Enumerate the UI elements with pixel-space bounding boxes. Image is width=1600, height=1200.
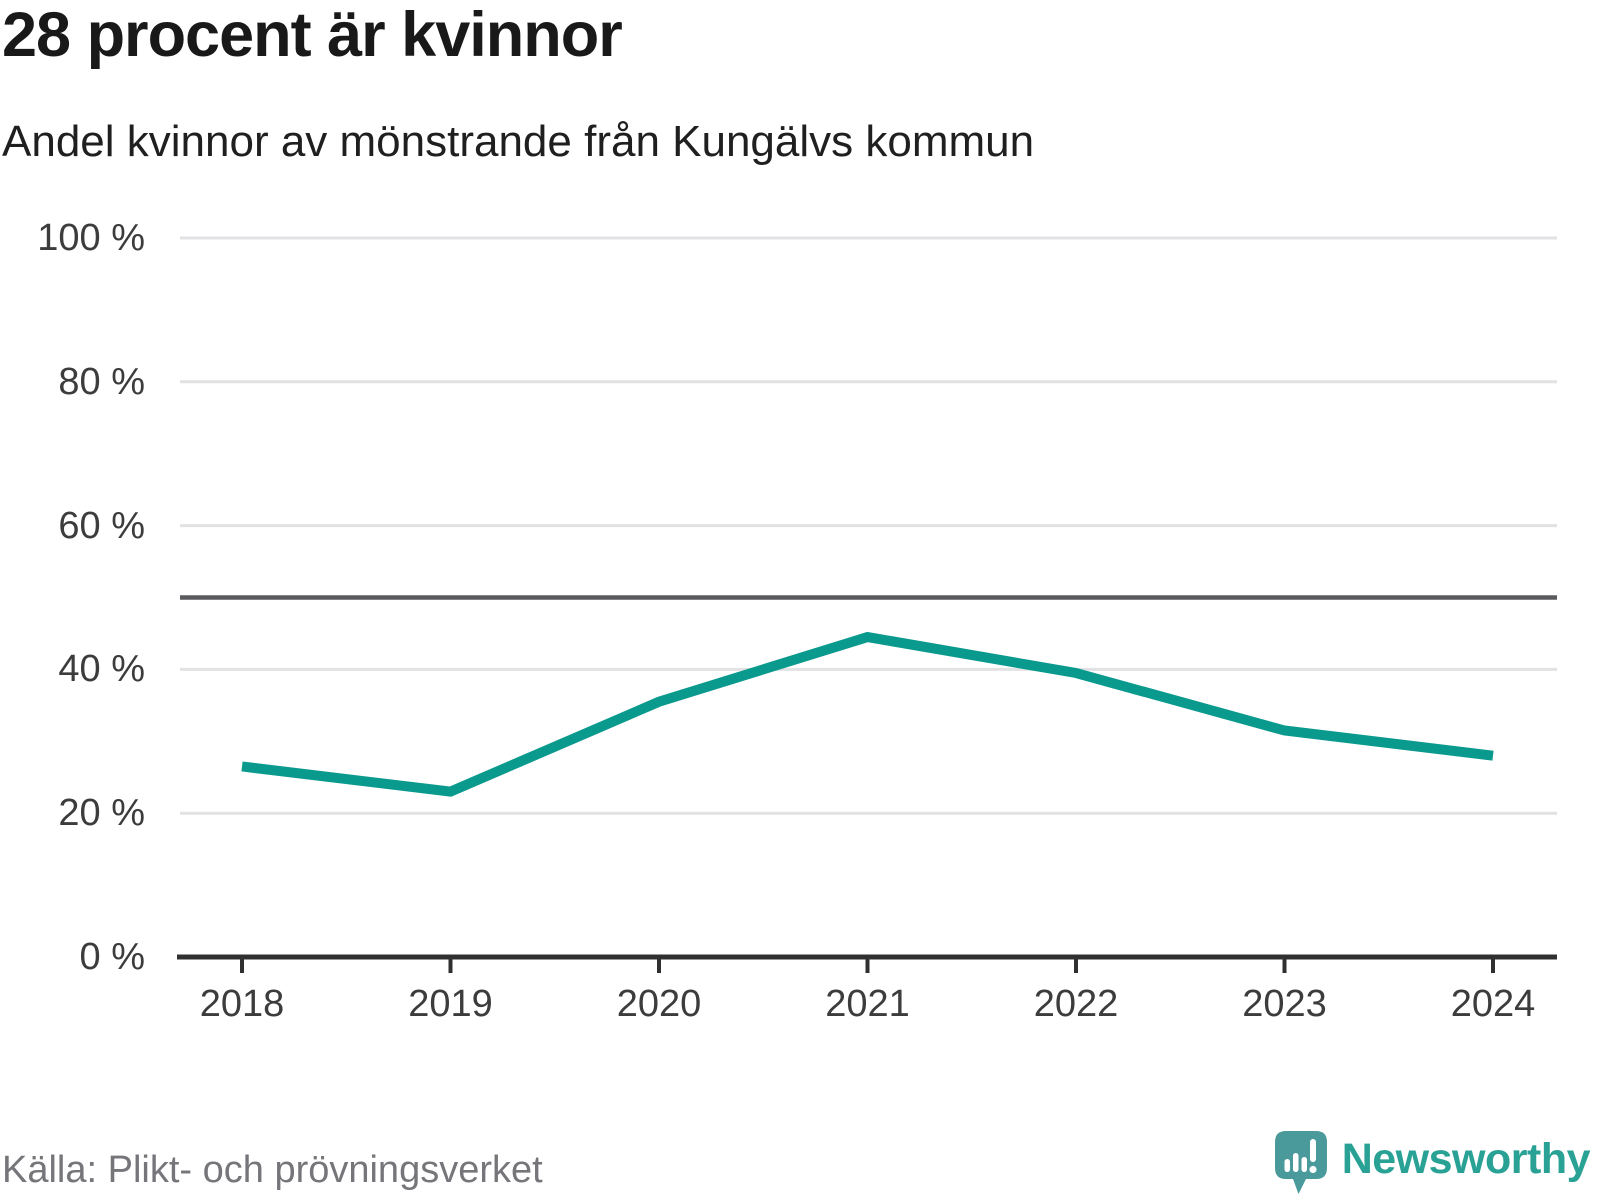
x-axis-tick-label: 2024 bbox=[1450, 983, 1536, 1025]
y-axis-tick-label: 80 % bbox=[58, 360, 145, 403]
y-axis-tick-label: 0 % bbox=[79, 936, 145, 978]
chart-subtitle: Andel kvinnor av mönstrande från Kungälv… bbox=[2, 117, 1035, 166]
x-axis-tick-label: 2019 bbox=[408, 983, 493, 1025]
y-axis-tick-label: 20 % bbox=[58, 792, 145, 835]
newsworthy-logo-icon bbox=[1274, 1131, 1327, 1194]
data-line-andel-kvinnor bbox=[241, 631, 1494, 797]
y-axis-tick-label: 60 % bbox=[58, 504, 145, 547]
source-note: Källa: Plikt- och prövningsverket bbox=[2, 1149, 543, 1191]
x-axis-tick-label: 2018 bbox=[199, 983, 285, 1025]
x-axis-tick-label: 2021 bbox=[825, 983, 910, 1025]
y-axis-tick-label: 40 % bbox=[58, 648, 145, 691]
y-axis-tick-label: 100 % bbox=[37, 217, 145, 259]
x-axis-tick-label: 2023 bbox=[1242, 983, 1327, 1025]
x-axis-tick-label: 2022 bbox=[1033, 983, 1119, 1025]
x-axis-tick-label: 2020 bbox=[616, 983, 702, 1025]
newsworthy-logo: Newsworthy bbox=[1274, 1130, 1591, 1196]
chart-title: 28 procent är kvinnor bbox=[2, 0, 623, 70]
newsworthy-wordmark: Newsworthy bbox=[1341, 1134, 1591, 1183]
